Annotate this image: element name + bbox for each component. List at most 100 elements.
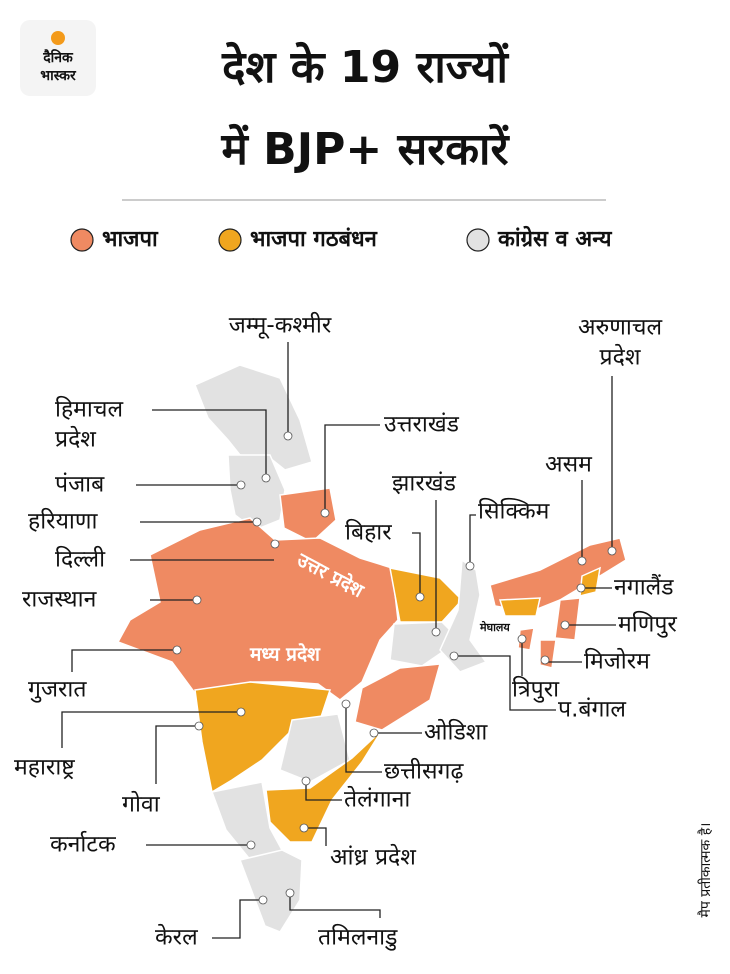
region <box>539 639 557 669</box>
dot <box>465 561 475 571</box>
state-label: तमिलनाडु <box>318 924 398 952</box>
dot <box>192 595 202 605</box>
dot <box>236 480 246 490</box>
dot <box>540 655 550 665</box>
state-label: नगालैंड <box>614 574 674 601</box>
dot <box>320 508 330 518</box>
leader <box>305 782 342 801</box>
dot <box>252 517 262 527</box>
region <box>194 364 313 471</box>
state-label: छत्तीसगढ़ <box>384 758 464 785</box>
legend-label: कांग्रेस व अन्य <box>497 225 613 252</box>
region <box>554 597 581 641</box>
dot <box>283 431 293 441</box>
map <box>116 364 627 933</box>
state-label: बिहार <box>345 519 392 546</box>
dot <box>236 707 246 717</box>
state-label: हरियाणा <box>28 508 99 535</box>
state-label: राजस्थान <box>22 587 98 613</box>
dot <box>431 627 441 637</box>
dot <box>369 728 379 738</box>
region <box>279 713 351 783</box>
state-label: ओडिशा <box>424 719 488 746</box>
title: में BJP+ सरकारें <box>221 123 511 175</box>
state-label: गुजरात <box>28 677 87 704</box>
state-label: कर्नाटक <box>50 831 117 858</box>
region <box>279 487 337 543</box>
state-label: प्रदेश <box>55 426 96 453</box>
state-label: हिमाचल <box>55 396 123 423</box>
dot <box>246 840 256 850</box>
dot <box>577 556 587 566</box>
legend: भाजपा भाजपा गठबंधन कांग्रेस व अन्य <box>70 225 613 252</box>
region <box>194 681 332 794</box>
region <box>498 597 541 617</box>
logo-text: दैनिक <box>42 49 74 66</box>
legend-swatch <box>466 228 490 252</box>
state-label: मिजोरम <box>584 648 651 675</box>
logo-sun <box>51 31 65 45</box>
title: देश के 19 राज्यों <box>221 41 509 93</box>
dot <box>270 539 280 549</box>
map-label: मध्य प्रदेश <box>249 643 321 666</box>
dots <box>172 431 617 905</box>
state-label: झारखंड <box>392 471 457 497</box>
state-label: त्रिपुरा <box>512 676 560 704</box>
leader <box>455 655 556 711</box>
leader <box>212 899 262 939</box>
logo-box <box>20 20 96 96</box>
state-label: आंध्र प्रदेश <box>330 844 416 871</box>
state-label: अरुणाचल <box>578 315 663 341</box>
state-labels: जम्मू-कश्मीर हिमाचल प्रदेश पंजाब हरियाणा… <box>14 312 677 952</box>
note: मैप प्रतीकात्मक है। <box>697 823 714 918</box>
dot <box>194 721 204 731</box>
state-label: पंजाब <box>55 472 105 498</box>
state-label: जम्मू-कश्मीर <box>229 312 332 340</box>
leader <box>469 514 476 565</box>
legend-label: भाजपा <box>102 227 159 252</box>
region <box>389 621 462 667</box>
legend-swatch <box>70 228 94 252</box>
region <box>354 663 442 731</box>
region <box>238 849 303 933</box>
region <box>389 567 464 623</box>
leader <box>71 649 176 672</box>
dot <box>517 634 527 644</box>
region <box>439 558 488 673</box>
leader <box>305 827 327 846</box>
dot <box>299 823 309 833</box>
leader <box>412 532 421 595</box>
dot <box>285 888 295 898</box>
legend-swatch <box>218 228 242 252</box>
leader-lines <box>61 342 616 939</box>
dot <box>341 699 351 709</box>
leader <box>155 725 198 784</box>
dot <box>576 583 586 593</box>
region <box>116 517 399 701</box>
leader <box>324 424 380 512</box>
dot <box>560 620 570 630</box>
state-label: प.बंगाल <box>558 697 626 723</box>
dot <box>607 546 617 556</box>
leader <box>61 711 240 748</box>
state-label: मणिपुर <box>618 611 677 639</box>
region <box>227 454 286 531</box>
leader <box>289 895 381 918</box>
state-label: गोवा <box>122 791 161 818</box>
state-label: सिक्किम <box>478 498 551 525</box>
state-label: असम <box>545 452 593 478</box>
dot <box>415 592 425 602</box>
dot <box>258 895 268 905</box>
dot <box>301 776 311 786</box>
legend-label: भाजपा गठबंधन <box>250 227 378 252</box>
leader <box>152 409 267 476</box>
leader <box>345 705 382 773</box>
dot <box>449 651 459 661</box>
map-label: मेघालय <box>479 620 510 634</box>
state-label: उत्तराखंड <box>384 412 460 438</box>
dot <box>261 473 271 483</box>
dot <box>172 645 182 655</box>
state-label: तेलंगाना <box>344 786 411 813</box>
state-label: दिल्ली <box>55 546 106 573</box>
